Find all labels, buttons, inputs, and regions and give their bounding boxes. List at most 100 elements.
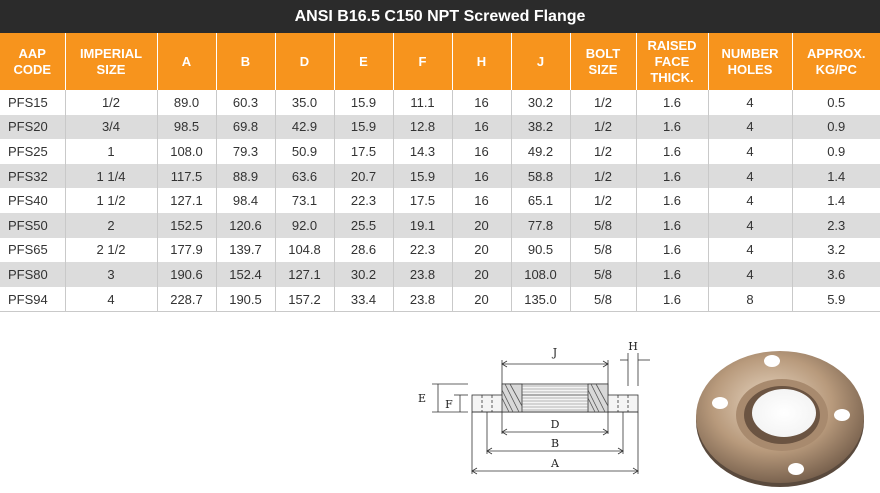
table-cell: 5/8: [570, 286, 637, 313]
table-cell: 4: [708, 163, 793, 189]
table-cell: 58.8: [511, 163, 571, 189]
table-cell: 42.9: [275, 114, 335, 140]
table-cell: 20: [452, 212, 512, 238]
table-cell: PFS25: [0, 139, 66, 164]
column-header: D: [275, 33, 335, 90]
table-cell: 65.1: [511, 188, 571, 213]
table-cell: 1.6: [636, 286, 709, 313]
table-cell: 15.9: [334, 114, 394, 140]
table-cell: 1/2: [65, 90, 158, 115]
table-cell: 15.9: [393, 163, 453, 189]
table-cell: 1 1/4: [65, 163, 158, 189]
table-cell: 127.1: [275, 262, 335, 287]
table-cell: 4: [708, 262, 793, 287]
table-cell: 89.0: [157, 90, 217, 115]
table-cell: 16: [452, 139, 512, 164]
table-cell: 16: [452, 163, 512, 189]
table-cell: 4: [708, 114, 793, 140]
table-cell: 2.3: [792, 212, 880, 238]
table-cell: 1/2: [570, 163, 637, 189]
dim-label-d: D: [551, 418, 560, 431]
dim-label-e: E: [418, 392, 426, 405]
table-cell: 1/2: [570, 90, 637, 115]
dim-label-j: J: [552, 346, 557, 359]
table-cell: 20: [452, 237, 512, 263]
table-cell: PFS80: [0, 262, 66, 287]
flange-dimension-drawing: J H E F D B A: [418, 340, 650, 475]
table-header-row: AAP CODE IMPERIAL SIZE A B D E F H J BOL…: [0, 33, 880, 90]
table-row: PFS94 4 228.7 190.5 157.2 33.4 23.8 20 135.0 5/8 1…: [0, 286, 880, 313]
table-cell: 3.6: [792, 262, 880, 287]
column-header: F: [393, 33, 453, 90]
table-cell: 5/8: [570, 262, 637, 287]
table-cell: 1.6: [636, 163, 709, 189]
column-header: BOLT SIZE: [570, 33, 637, 90]
table-cell: 1/2: [570, 139, 637, 164]
table-cell: 4: [708, 139, 793, 164]
table-cell: PFS20: [0, 114, 66, 140]
table-row: PFS25 1 108.0 79.3 50.9 17.5 14.3 16 49.2 1/2 1.6 4…: [0, 139, 880, 164]
table-cell: 20: [452, 262, 512, 287]
table-cell: 16: [452, 188, 512, 213]
column-header: RAISED FACE THICK.: [636, 33, 709, 90]
table-cell: 23.8: [393, 286, 453, 313]
table-cell: 77.8: [511, 212, 571, 238]
table-cell: 139.7: [216, 237, 276, 263]
table-cell: 19.1: [393, 212, 453, 238]
column-header: APPROX. KG/PC: [792, 33, 880, 90]
table-cell: 35.0: [275, 90, 335, 115]
table-cell: 4: [65, 286, 158, 313]
table-cell: 69.8: [216, 114, 276, 140]
table-cell: 0.9: [792, 139, 880, 164]
table-cell: 4: [708, 212, 793, 238]
table-cell: 1.6: [636, 139, 709, 164]
table-cell: 49.2: [511, 139, 571, 164]
table-cell: 33.4: [334, 286, 394, 313]
table-cell: 17.5: [393, 188, 453, 213]
table-cell: 22.3: [334, 188, 394, 213]
table-cell: 20: [452, 286, 512, 313]
table-cell: 1.6: [636, 262, 709, 287]
table-cell: 1/2: [570, 114, 637, 140]
table-cell: 73.1: [275, 188, 335, 213]
column-header: H: [452, 33, 512, 90]
table-cell: 60.3: [216, 90, 276, 115]
table-cell: 104.8: [275, 237, 335, 263]
table-cell: 22.3: [393, 237, 453, 263]
table-cell: 1.4: [792, 163, 880, 189]
table-cell: 23.8: [393, 262, 453, 287]
table-cell: 127.1: [157, 188, 217, 213]
table-cell: 1/2: [570, 188, 637, 213]
flange-product-image: [696, 351, 864, 487]
table-cell: 4: [708, 188, 793, 213]
column-header: J: [511, 33, 571, 90]
dim-label-b: B: [551, 437, 559, 450]
table-cell: 5.9: [792, 286, 880, 313]
table-cell: 1.6: [636, 188, 709, 213]
table-cell: 108.0: [157, 139, 217, 164]
table-cell: PFS94: [0, 286, 66, 313]
table-cell: 5/8: [570, 212, 637, 238]
table-cell: 117.5: [157, 163, 217, 189]
table-cell: 2: [65, 212, 158, 238]
table-cell: 63.6: [275, 163, 335, 189]
table-cell: 16: [452, 90, 512, 115]
table-cell: 50.9: [275, 139, 335, 164]
table-cell: 190.6: [157, 262, 217, 287]
table-cell: 88.9: [216, 163, 276, 189]
table-cell: 1.6: [636, 212, 709, 238]
table-cell: 5/8: [570, 237, 637, 263]
table-cell: 190.5: [216, 286, 276, 313]
table-row: PFS20 3/4 98.5 69.8 42.9 15.9 12.8 16 38.2 1/2 1.6…: [0, 114, 880, 140]
table-cell: 16: [452, 114, 512, 140]
dim-label-h: H: [628, 340, 638, 353]
table-cell: 90.5: [511, 237, 571, 263]
flange-spec-table: AAP CODE IMPERIAL SIZE A B D E F H J BOL…: [0, 33, 880, 313]
table-row: PFS80 3 190.6 152.4 127.1 30.2 23.8 20 108.0 5/8 1…: [0, 262, 880, 287]
column-header: IMPERIAL SIZE: [65, 33, 158, 90]
table-cell: PFS15: [0, 90, 66, 115]
table-cell: 8: [708, 286, 793, 313]
table-cell: 4: [708, 90, 793, 115]
table-cell: 17.5: [334, 139, 394, 164]
table-cell: 1.6: [636, 90, 709, 115]
